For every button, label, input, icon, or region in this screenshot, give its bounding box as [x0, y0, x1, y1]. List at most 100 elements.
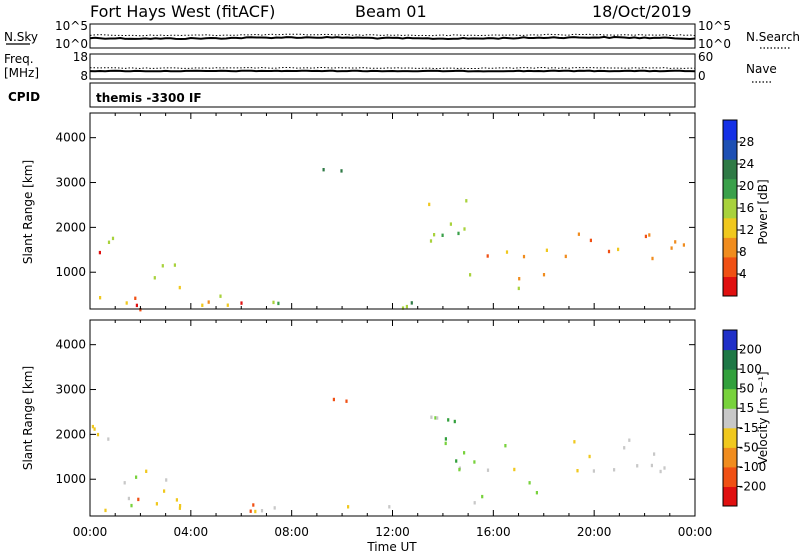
velocity-colorbar-segment [723, 388, 737, 409]
freq-trace [89, 69, 696, 73]
velocity-colorbar-segment [723, 447, 737, 468]
velocity-cell [473, 460, 476, 464]
power-colorbar-segment [723, 139, 737, 160]
power-cell [651, 256, 654, 261]
velocity-cell [576, 469, 579, 473]
velocity-cell [155, 502, 158, 506]
nsky-strip-frame [89, 23, 696, 49]
power-cell [486, 254, 489, 258]
power-cell [178, 285, 181, 290]
power-cell [469, 273, 472, 277]
power-cell [457, 231, 460, 236]
velocity-cell [447, 418, 450, 422]
velocity-cell [653, 452, 656, 456]
velocity-cell [345, 399, 348, 403]
velocity-cell [453, 419, 456, 424]
velocity-cell [179, 504, 182, 508]
power-cell [277, 301, 280, 306]
nsearch-label: N.Search [746, 30, 800, 44]
power-cell [463, 227, 466, 231]
velocity-cell [473, 501, 476, 505]
time-xtick-label: 20:00 [577, 525, 612, 539]
power-cell [674, 240, 677, 244]
power-plot-bg [90, 113, 695, 309]
power-ytick-label: 2000 [55, 220, 86, 234]
beam-title: Beam 01 [355, 2, 427, 21]
power-cell [505, 250, 509, 254]
power-cell [577, 232, 580, 236]
nsky-tick-top: 10^5 [55, 19, 88, 33]
velocity-colorbar-tick-label: -15 [739, 421, 759, 435]
power-colorbar-segment [723, 276, 737, 297]
velocity-cell [623, 446, 626, 450]
velocity-plot-bg [90, 320, 695, 516]
station-title: Fort Hays West (fitACF) [90, 2, 275, 21]
time-axis-label: Time UT [366, 540, 417, 554]
power-colorbar-tick-label: 20 [739, 179, 754, 193]
nsky-tick-bottom: 10^0 [55, 37, 88, 51]
velocity-colorbar-segment [723, 369, 737, 390]
velocity-cell [513, 467, 516, 472]
power-cell [648, 233, 651, 237]
power-cell [522, 254, 526, 259]
velocity-cell [463, 451, 466, 455]
velocity-cell [104, 508, 107, 513]
power-colorbar-label: Power [dB] [756, 179, 770, 244]
power-ylabel: Slant Range [km] [21, 160, 35, 264]
power-cell [564, 254, 567, 259]
time-xtick-label: 08:00 [274, 525, 309, 539]
power-cell [340, 169, 343, 173]
velocity-cell [135, 475, 138, 479]
velocity-cell [535, 491, 538, 495]
power-cell [111, 236, 115, 241]
velocity-cell [573, 440, 576, 444]
velocity-cell [332, 397, 335, 402]
power-panel: 4000 3000 2000 1000 Slant Range [km] [21, 112, 696, 312]
velocity-colorbar-segment [723, 330, 737, 351]
power-colorbar-segment [723, 217, 737, 238]
velocity-cell [430, 415, 433, 419]
freq-unit: [MHz] [4, 66, 39, 80]
velocity-ytick-label: 1000 [55, 472, 86, 486]
cpid-strip-frame [89, 82, 696, 108]
nsky-trace [89, 35, 696, 41]
power-colorbar-segment [723, 237, 737, 258]
power-cell [607, 249, 611, 254]
velocity-cell [254, 509, 257, 514]
power-ytick-label: 3000 [55, 176, 86, 190]
power-cell [139, 308, 142, 312]
power-cell [518, 277, 521, 281]
power-cell [617, 247, 620, 252]
power-colorbar: 28 24 20 16 12 8 4 [722, 119, 754, 297]
power-cell [441, 233, 444, 237]
velocity-cell [163, 489, 166, 493]
power-cell [428, 202, 431, 207]
velocity-cell [650, 463, 653, 468]
power-cell [207, 300, 210, 304]
velocity-panel: 4000 3000 2000 1000 00:00 04:00 08:00 12:00 16:… [21, 319, 712, 539]
velocity-cell [486, 468, 490, 472]
velocity-cell [481, 494, 484, 499]
freq-strip-frame [89, 53, 696, 80]
freq-tick-top: 18 [73, 50, 88, 64]
velocity-ytick-label: 2000 [55, 427, 86, 441]
nave-trace [89, 66, 696, 70]
velocity-cell [659, 469, 662, 474]
velocity-colorbar-segment [723, 466, 737, 487]
velocity-cell [145, 469, 148, 473]
velocity-cell [347, 505, 350, 509]
nsearch-tick-bottom: 10^0 [698, 37, 731, 51]
power-x-ticks [89, 113, 696, 309]
power-colorbar-segment [723, 198, 737, 219]
velocity-cell [628, 438, 631, 442]
velocity-cell [93, 427, 96, 431]
cpid-label: CPID [8, 90, 40, 104]
velocity-colorbar: 200 100 50 15 -15 -50 -100 -200 [722, 329, 766, 507]
velocity-ylabel: Slant Range [km] [21, 366, 35, 470]
power-cell [173, 263, 176, 267]
power-cell [433, 233, 436, 237]
power-cell [465, 199, 468, 203]
velocity-cell [175, 498, 178, 502]
velocity-cell [127, 496, 130, 501]
velocity-cell [455, 459, 458, 463]
